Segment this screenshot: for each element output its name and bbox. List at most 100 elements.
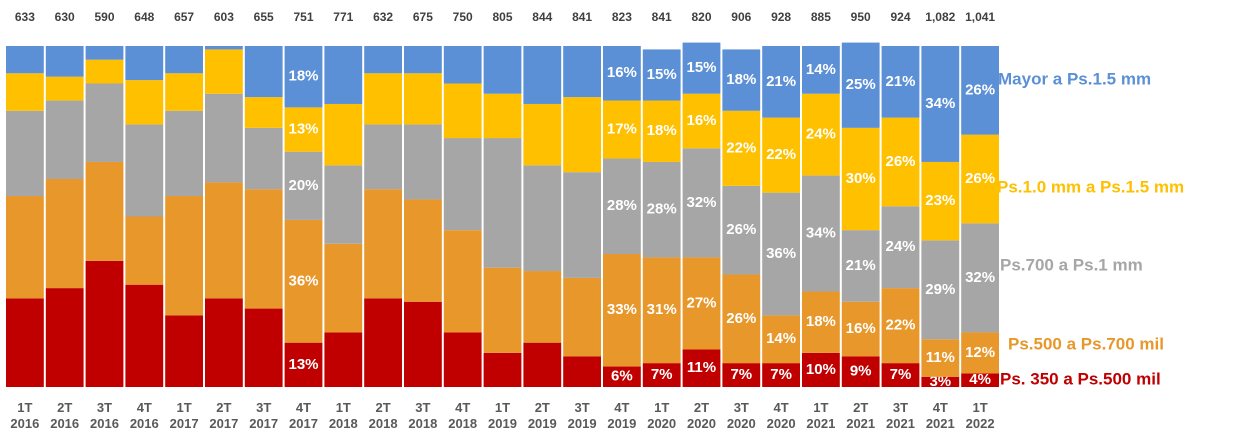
bar-segment <box>802 93 840 176</box>
x-tick-label: 1T 2022 <box>965 400 995 431</box>
bar-segment <box>125 284 164 387</box>
data-label: 16% <box>607 64 637 81</box>
bar-segment <box>722 363 761 387</box>
bar-segment <box>762 315 800 364</box>
total-label: 750 <box>453 10 473 24</box>
total-label: 655 <box>254 10 274 24</box>
data-label: 16% <box>686 112 716 129</box>
data-label: 22% <box>885 317 915 334</box>
data-label: 23% <box>925 192 955 209</box>
bar-segment <box>205 298 243 387</box>
data-label: 12% <box>965 344 995 361</box>
bar-segment <box>642 257 681 364</box>
bar-segment <box>443 46 482 84</box>
data-label: 9% <box>850 363 872 380</box>
total-label: 841 <box>652 10 672 24</box>
bar-segment <box>921 339 960 377</box>
data-label: 17% <box>607 121 637 138</box>
bar-segment <box>841 42 880 128</box>
bar-segment <box>483 352 522 387</box>
bar-segment <box>603 158 641 255</box>
bar-segment <box>921 376 960 387</box>
total-label: 906 <box>731 10 751 24</box>
x-tick-label: 1T 2016 <box>10 400 40 431</box>
data-label: 18% <box>806 313 836 330</box>
legend-entry: Mayor a Ps.1.5 mm <box>998 69 1151 88</box>
bar-segment <box>682 349 721 387</box>
x-tick-label: 4T 2017 <box>289 400 318 431</box>
bar-segment <box>762 192 800 316</box>
bar-segment <box>284 342 323 387</box>
bar-segment <box>483 46 522 94</box>
data-label: 34% <box>925 95 955 112</box>
bar-segment <box>802 291 840 353</box>
bar-segment <box>324 332 363 387</box>
bar-segment <box>45 178 84 289</box>
bar-segment <box>802 352 840 387</box>
bar-segment <box>165 46 203 74</box>
bar-segment <box>443 332 482 387</box>
x-tick-label: 3T 2017 <box>249 400 279 431</box>
bar-segment <box>682 42 721 94</box>
bar-segment <box>284 107 323 152</box>
bar-segment <box>45 46 84 77</box>
bar-segment <box>921 46 960 162</box>
bar-segment <box>45 76 84 101</box>
data-label: 24% <box>885 238 915 255</box>
x-tick-label: 1T 2020 <box>647 400 677 431</box>
bar-segment <box>642 161 681 258</box>
bar-segment <box>921 161 960 241</box>
x-tick-label: 2T 2016 <box>50 400 80 431</box>
bar-segment <box>6 298 44 387</box>
bar-segment <box>85 59 124 84</box>
bar-segment <box>6 196 44 299</box>
bar-segment <box>722 110 761 186</box>
data-label: 6% <box>611 368 633 385</box>
x-tick-label: 2T 2021 <box>846 400 876 431</box>
bar-segment <box>563 277 601 357</box>
bar-segment <box>483 93 522 139</box>
bar-segment <box>443 138 482 231</box>
bar-segment <box>841 356 880 387</box>
bar-segment <box>682 148 721 258</box>
total-label: 950 <box>851 10 871 24</box>
data-label: 14% <box>766 330 796 347</box>
bar-segment <box>205 182 243 299</box>
data-label: 32% <box>965 269 995 286</box>
bar-segment <box>603 46 641 101</box>
bar-segment <box>165 73 203 111</box>
total-label: 924 <box>890 10 910 24</box>
bar-segment <box>523 165 562 272</box>
x-tick-label: 2T 2018 <box>368 400 398 431</box>
bar-segment <box>284 219 323 343</box>
total-label: 823 <box>612 10 632 24</box>
bar-segment <box>324 103 363 166</box>
bar-segment <box>841 127 880 231</box>
bar-segment <box>404 73 442 125</box>
bar-segment <box>165 315 203 387</box>
data-label: 13% <box>288 356 318 373</box>
bar-segment <box>125 216 164 285</box>
data-label: 28% <box>607 197 637 214</box>
total-label: 1,082 <box>925 10 955 24</box>
data-label: 30% <box>846 170 876 187</box>
bar-segment <box>523 46 562 104</box>
bar-segment <box>364 298 402 387</box>
total-label: 844 <box>532 10 552 24</box>
data-label: 28% <box>647 201 677 218</box>
bar-segment <box>563 46 601 98</box>
total-label: 885 <box>811 10 831 24</box>
bar-segment <box>125 46 164 81</box>
bar-segment <box>921 240 960 340</box>
bar-segment <box>6 110 44 197</box>
data-label: 21% <box>885 73 915 90</box>
bar-segment <box>404 124 442 200</box>
bar-segment <box>205 93 243 183</box>
data-label: 20% <box>288 177 318 194</box>
total-label: 928 <box>771 10 791 24</box>
x-tick-label: 3T 2018 <box>408 400 438 431</box>
bar-segment <box>961 332 999 374</box>
data-label: 29% <box>925 281 955 298</box>
bar-segment <box>443 83 482 139</box>
